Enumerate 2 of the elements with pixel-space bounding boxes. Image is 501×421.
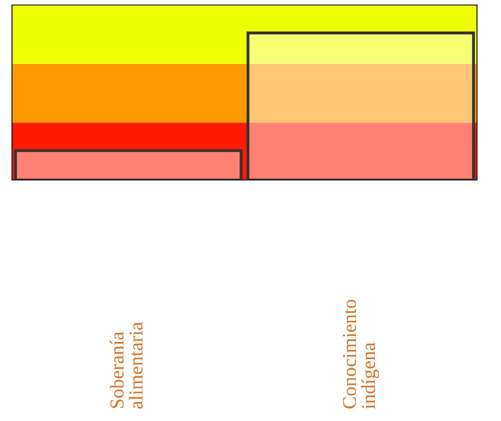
x-tick-label: Conocimiento indígena (343, 300, 380, 409)
x-tick-label: Soberanía alimentaria (110, 322, 143, 409)
